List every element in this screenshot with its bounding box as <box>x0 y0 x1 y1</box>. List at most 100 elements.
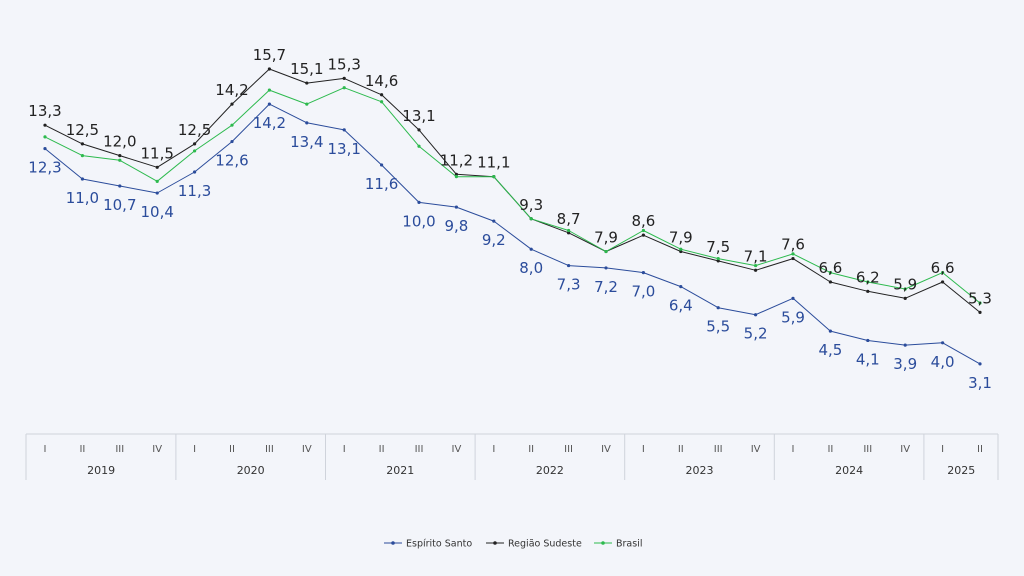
data-point <box>903 343 907 347</box>
data-label-regiao-sudeste: 8,7 <box>557 210 581 228</box>
year-tick-label: 2019 <box>87 464 115 477</box>
data-point <box>417 128 421 132</box>
data-label-espirito-santo: 4,5 <box>818 341 842 359</box>
quarter-tick-label: IV <box>900 444 910 455</box>
data-label-espirito-santo: 4,0 <box>931 353 955 371</box>
data-label-regiao-sudeste: 7,9 <box>594 229 618 247</box>
quarter-tick-label: III <box>564 444 573 455</box>
year-tick-label: 2023 <box>686 464 714 477</box>
data-point <box>828 280 833 284</box>
data-point <box>492 175 496 179</box>
quarter-tick-label: II <box>678 444 684 455</box>
quarter-tick-label: IV <box>452 444 462 455</box>
quarter-tick-label: III <box>415 444 424 455</box>
quarter-tick-label: II <box>827 444 833 455</box>
data-label-regiao-sudeste: 12,5 <box>66 121 99 139</box>
data-label-espirito-santo: 9,8 <box>444 217 468 235</box>
data-point <box>417 144 421 148</box>
data-point <box>155 179 159 183</box>
data-point <box>118 154 122 158</box>
data-point <box>305 102 309 106</box>
data-label-espirito-santo: 13,1 <box>327 140 360 158</box>
data-point <box>641 228 646 233</box>
data-point <box>754 263 758 268</box>
data-point <box>567 228 571 233</box>
year-tick-label: 2025 <box>947 464 975 477</box>
data-point <box>492 219 496 223</box>
data-label-regiao-sudeste: 6,6 <box>931 259 955 277</box>
data-point <box>193 142 197 146</box>
data-point <box>866 338 870 343</box>
quarter-tick-label: I <box>193 444 196 455</box>
data-point <box>454 172 458 176</box>
data-point <box>305 121 309 125</box>
legend-item: Espírito Santo <box>384 539 472 550</box>
data-point <box>754 268 758 272</box>
quarter-tick-label: II <box>229 444 235 455</box>
data-label-regiao-sudeste: 12,0 <box>103 133 136 151</box>
series-espirito-santo <box>43 102 982 366</box>
legend: Espírito Santo Região Sudeste Brasil <box>384 539 642 550</box>
series-layer <box>43 67 982 366</box>
data-point <box>118 184 122 188</box>
data-label-regiao-sudeste: 5,9 <box>893 275 917 293</box>
legend-item: Região Sudeste <box>486 539 582 550</box>
series-line <box>44 103 981 365</box>
legend-item: Brasil <box>594 539 642 550</box>
data-point <box>342 76 346 80</box>
data-point <box>978 301 982 305</box>
data-point <box>716 306 720 310</box>
data-label-regiao-sudeste: 11,1 <box>477 154 510 172</box>
series-line <box>44 87 981 304</box>
data-label-espirito-santo: 4,1 <box>856 350 880 368</box>
data-label-regiao-sudeste: 14,2 <box>215 81 248 99</box>
quarter-tick-label: III <box>115 444 124 455</box>
data-label-regiao-sudeste: 7,1 <box>744 247 768 265</box>
data-label-espirito-santo: 7,0 <box>631 283 655 301</box>
data-point <box>941 271 945 275</box>
series-brasil <box>43 86 982 305</box>
data-point <box>80 154 84 158</box>
data-point <box>866 280 870 284</box>
year-tick-label: 2022 <box>536 464 564 477</box>
data-point <box>791 296 795 300</box>
data-point <box>679 249 683 254</box>
year-tick-label: 2021 <box>386 464 414 477</box>
quarter-tick-label: IV <box>601 444 611 455</box>
data-point <box>716 256 720 261</box>
data-label-espirito-santo: 12,6 <box>215 152 248 170</box>
data-point <box>828 329 833 333</box>
data-point <box>342 86 346 90</box>
data-point <box>454 205 458 209</box>
legend-marker <box>391 541 395 545</box>
quarter-tick-label: II <box>79 444 85 455</box>
data-labels: 12,311,0 10,7 10,411,312,614,213,4 13,111,6… <box>28 46 992 392</box>
data-label-espirito-santo: 5,9 <box>781 308 805 326</box>
data-point <box>342 128 346 132</box>
year-tick-label: 2024 <box>835 464 863 477</box>
quarter-tick-label: IV <box>302 444 312 455</box>
data-label-espirito-santo: 10,4 <box>140 203 173 221</box>
quarter-tick-label: II <box>977 444 983 455</box>
legend-label: Brasil <box>616 539 642 550</box>
data-label-regiao-sudeste: 8,6 <box>631 212 655 230</box>
data-label-espirito-santo: 7,3 <box>557 276 581 294</box>
data-point <box>380 93 384 97</box>
data-point <box>529 247 533 251</box>
data-point <box>230 102 234 106</box>
data-point <box>641 271 646 275</box>
data-point <box>679 247 683 251</box>
data-point <box>604 266 608 270</box>
data-point <box>417 200 421 204</box>
data-label-regiao-sudeste: 12,5 <box>178 121 211 139</box>
data-point <box>305 81 309 85</box>
data-label-espirito-santo: 6,4 <box>669 297 693 315</box>
data-label-espirito-santo: 12,3 <box>28 159 61 177</box>
data-label-regiao-sudeste: 15,3 <box>327 55 360 73</box>
data-point <box>43 123 47 127</box>
legend-label: Espírito Santo <box>406 539 472 550</box>
data-point <box>791 252 795 256</box>
data-point <box>193 149 197 153</box>
data-label-espirito-santo: 11,6 <box>365 175 398 193</box>
